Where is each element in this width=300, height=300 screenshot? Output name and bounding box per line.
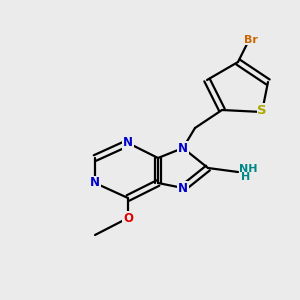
Text: N: N <box>90 176 100 190</box>
Text: S: S <box>257 104 267 117</box>
Text: Br: Br <box>244 34 258 45</box>
Text: H: H <box>241 172 250 182</box>
Text: NH: NH <box>239 164 258 174</box>
Text: N: N <box>123 136 133 149</box>
Text: N: N <box>178 142 188 154</box>
Text: N: N <box>178 182 188 194</box>
Text: O: O <box>123 212 133 224</box>
